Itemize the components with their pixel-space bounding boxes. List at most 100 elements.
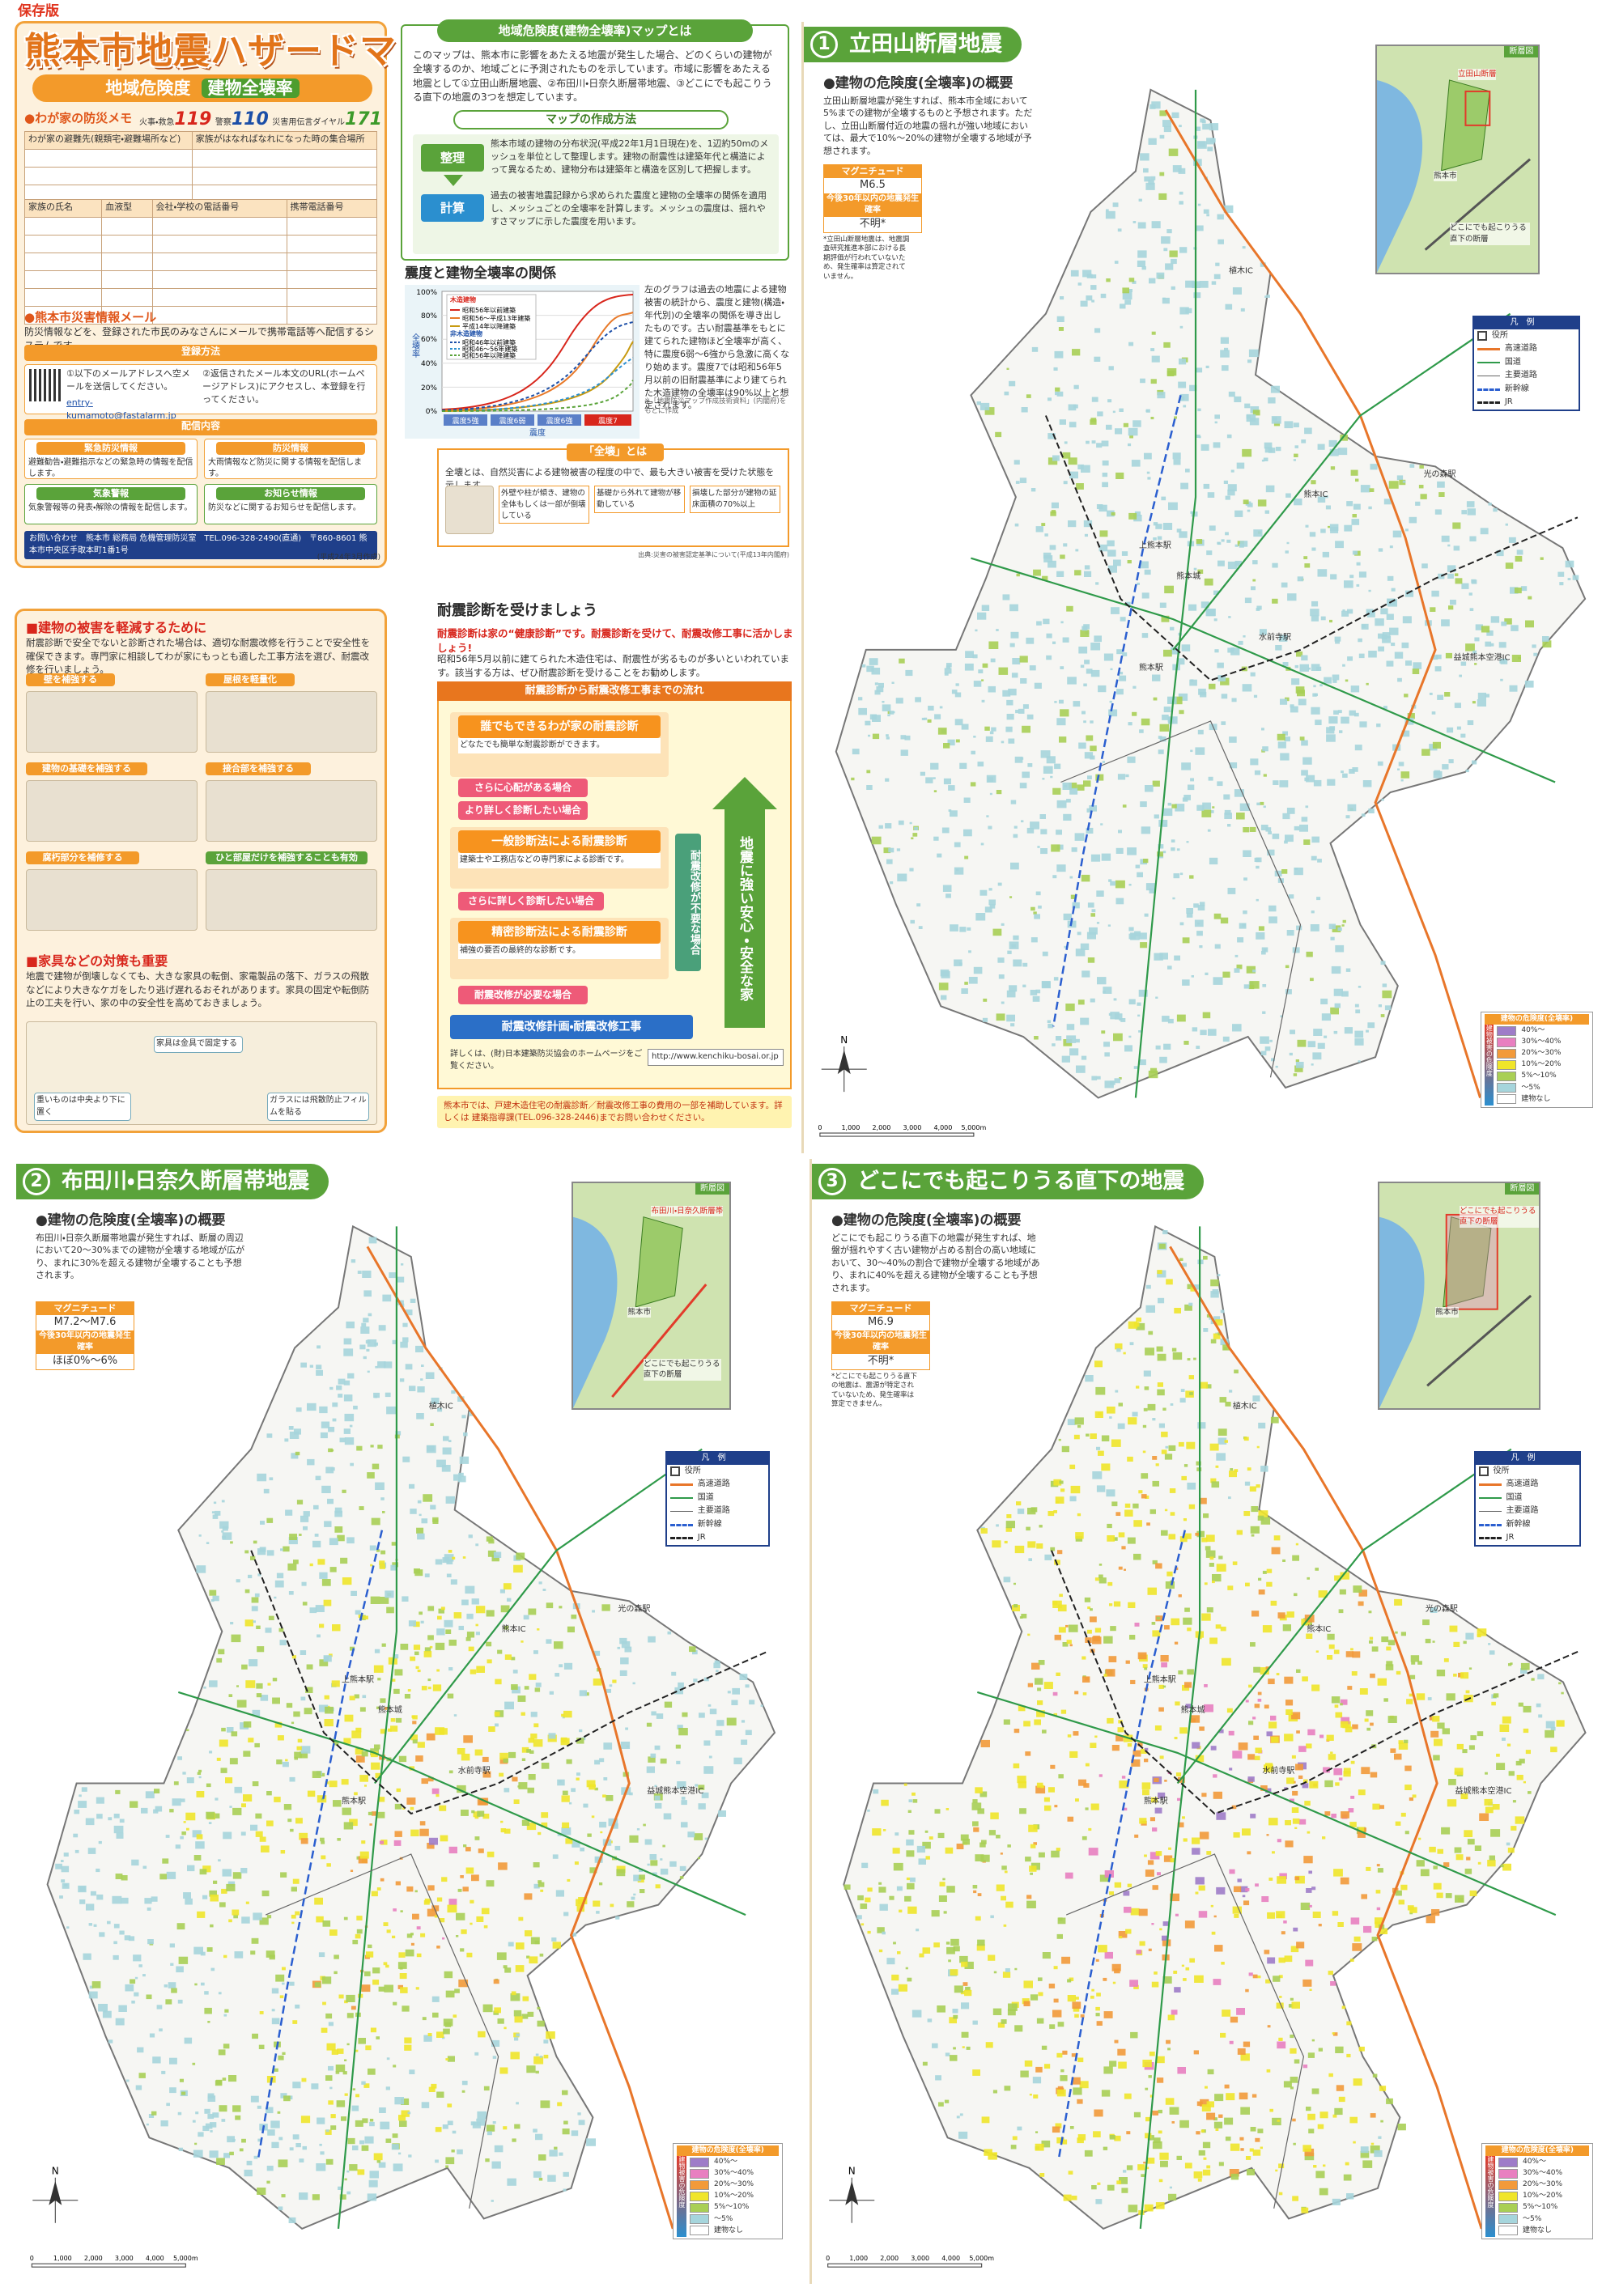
mesh-cell bbox=[1220, 677, 1230, 685]
mesh-cell bbox=[1032, 2077, 1042, 2084]
mesh-cell bbox=[1335, 541, 1344, 549]
mesh-cell bbox=[1443, 1862, 1450, 1867]
mesh-cell bbox=[169, 1809, 174, 1813]
mesh-cell bbox=[1042, 778, 1045, 780]
mesh-cell bbox=[1229, 1869, 1235, 1874]
mesh-cell bbox=[1112, 410, 1115, 414]
mesh-cell bbox=[896, 848, 901, 851]
road bbox=[257, 1530, 384, 2158]
mesh-cell bbox=[1292, 1790, 1298, 1796]
mesh-cell bbox=[1004, 391, 1009, 396]
mesh-cell bbox=[500, 1605, 510, 1613]
mesh-cell bbox=[1268, 1721, 1277, 1729]
mesh-cell bbox=[419, 1821, 426, 1826]
x-tick-bg bbox=[444, 414, 487, 426]
magnitude: M7.2～M7.6 bbox=[53, 1315, 117, 1328]
mesh-cell bbox=[1104, 1052, 1110, 1057]
mesh-cell bbox=[1220, 2032, 1226, 2038]
mesh-cell bbox=[1229, 2169, 1239, 2177]
mesh-cell bbox=[221, 1727, 226, 1732]
mesh-cell bbox=[676, 1760, 681, 1764]
mesh-cell bbox=[1275, 2169, 1278, 2172]
mesh-cell bbox=[1203, 1328, 1209, 1332]
mesh-cell bbox=[639, 1868, 644, 1872]
map-description: 布田川・日奈久断層帯地震が発生すれば、断層の周辺において20～30%までの建物が… bbox=[36, 1233, 245, 1281]
mesh-cell bbox=[896, 1886, 903, 1891]
mesh-cell bbox=[1103, 1042, 1110, 1047]
mesh-cell bbox=[1159, 736, 1166, 742]
mesh-cell bbox=[866, 665, 874, 673]
mesh-cell bbox=[1332, 674, 1340, 681]
mesh-cell bbox=[1386, 1646, 1392, 1651]
mesh-cell bbox=[1138, 1908, 1148, 1916]
source: 出典:災害の被害認定基準について(平成13年内閣府) bbox=[638, 551, 789, 558]
mesh-cell bbox=[398, 2152, 402, 2155]
mesh-cell bbox=[1018, 1705, 1026, 1712]
mesh-cell bbox=[1261, 728, 1264, 731]
mesh-cell bbox=[1125, 601, 1131, 606]
danger-axis: 建物被害の危険度 bbox=[1484, 1025, 1494, 1106]
mesh-cell bbox=[1352, 1724, 1358, 1729]
mesh-cell bbox=[1112, 1981, 1116, 1984]
mesh-cell bbox=[355, 1933, 361, 1939]
mesh-cell bbox=[1309, 1904, 1312, 1908]
mesh-cell bbox=[1073, 701, 1081, 707]
legend-symbol bbox=[1477, 401, 1500, 405]
mesh-cell bbox=[1158, 1792, 1166, 1799]
mesh-cell bbox=[232, 2105, 241, 2112]
mesh-cell bbox=[1330, 1981, 1336, 1986]
mesh-cell bbox=[1030, 488, 1036, 492]
mesh-cell bbox=[1060, 709, 1069, 717]
mesh-cell bbox=[976, 1944, 985, 1951]
mesh-cell bbox=[941, 827, 950, 834]
mesh-cell bbox=[1260, 1466, 1268, 1472]
mesh-cell bbox=[1236, 462, 1245, 469]
mesh-cell bbox=[1090, 854, 1101, 862]
mesh-cell bbox=[1205, 2086, 1208, 2089]
mesh-cell bbox=[1179, 710, 1184, 715]
mesh-cell bbox=[1040, 848, 1047, 855]
fault bbox=[611, 1283, 708, 1398]
mesh-cell bbox=[1272, 1851, 1275, 1854]
mesh-cell bbox=[1328, 439, 1337, 447]
mesh-cell bbox=[1306, 951, 1313, 957]
mesh-cell bbox=[317, 1559, 325, 1565]
mesh-cell bbox=[1013, 959, 1022, 967]
mesh-cell bbox=[1054, 763, 1061, 770]
mesh-cell bbox=[1469, 536, 1477, 541]
mesh-cell bbox=[1167, 696, 1177, 704]
mesh-cell bbox=[1328, 1971, 1333, 1976]
mesh-cell bbox=[876, 686, 884, 693]
mesh-cell bbox=[1098, 1564, 1103, 1566]
mesh-cell bbox=[996, 790, 1002, 795]
mesh-cell bbox=[256, 1625, 261, 1629]
mesh-cell bbox=[1256, 1445, 1260, 1449]
mesh-cell bbox=[430, 1504, 436, 1510]
mesh-cell bbox=[1372, 1803, 1380, 1810]
mesh-cell bbox=[473, 1811, 481, 1818]
mesh-cell bbox=[200, 1951, 206, 1956]
mesh-cell bbox=[1077, 1424, 1081, 1428]
map-title-bar: 2 布田川・日奈久断層帯地震 bbox=[16, 1164, 329, 1199]
mesh-cell bbox=[380, 1729, 387, 1734]
mesh-cell bbox=[343, 1338, 352, 1345]
mesh-cell bbox=[1528, 596, 1532, 600]
sea bbox=[1379, 1216, 1425, 1408]
mesh-cell bbox=[405, 1949, 414, 1957]
mesh-cell bbox=[1015, 481, 1020, 484]
collapse-title: 「全壊」とは bbox=[567, 443, 664, 461]
mesh-cell bbox=[1226, 2093, 1235, 2101]
mesh-cell bbox=[1556, 1720, 1565, 1727]
mesh-cell bbox=[79, 1899, 86, 1904]
mesh-cell bbox=[869, 658, 878, 665]
mesh-cell bbox=[698, 1857, 700, 1860]
mesh-cell bbox=[361, 1984, 371, 1993]
mesh-cell bbox=[559, 2152, 563, 2156]
danger-title: 建物の危険度(全壊率) bbox=[677, 2145, 780, 2157]
mesh-cell bbox=[240, 1868, 248, 1874]
mesh-cell bbox=[288, 1537, 298, 1545]
mesh-cell bbox=[986, 815, 989, 817]
mesh-cell bbox=[1091, 1988, 1094, 1992]
mesh-cell bbox=[1009, 896, 1013, 898]
mesh-cell bbox=[922, 1841, 931, 1849]
